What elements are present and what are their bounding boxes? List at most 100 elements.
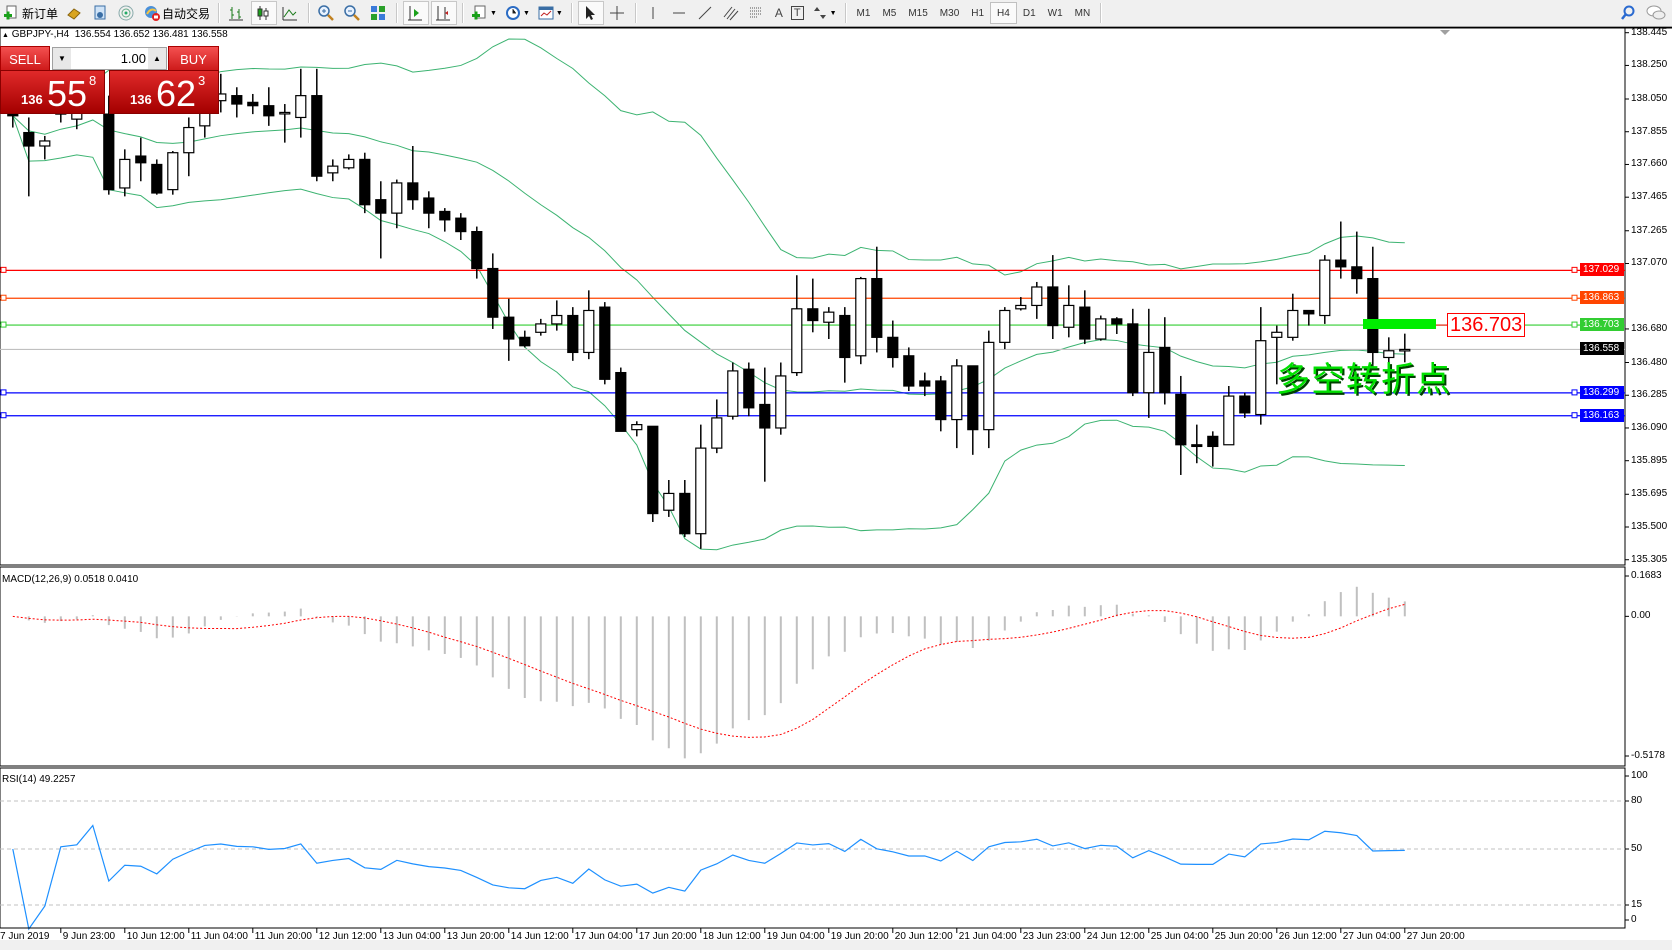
cursor-tool[interactable] [577, 1, 604, 25]
indicators-button[interactable]: ▼ [469, 2, 500, 24]
chart-shift-button[interactable] [431, 1, 458, 25]
lot-size-stepper[interactable]: ▼ 1.00 ▲ [52, 47, 167, 70]
sell-button[interactable]: SELL [0, 46, 50, 72]
market-watch-button[interactable] [63, 2, 87, 24]
text-label-tool[interactable]: T [788, 2, 807, 24]
zoom-in-button[interactable] [315, 2, 339, 24]
turning-point-rectangle[interactable] [1363, 319, 1436, 329]
fibonacci-icon [749, 5, 765, 21]
bearish-candle [103, 113, 115, 191]
bar-chart-button[interactable] [225, 2, 249, 24]
search-button[interactable] [1617, 2, 1641, 24]
chat-button[interactable] [1643, 2, 1671, 24]
timeframe-m30[interactable]: M30 [939, 7, 960, 19]
toolbar-separator [396, 3, 399, 23]
bullish-candle [295, 95, 307, 119]
time-tick-label: 12 Jun 12:00 [318, 931, 377, 942]
bearish-candle [919, 380, 931, 387]
buy-button[interactable]: BUY [168, 46, 219, 72]
zoom-out-icon [344, 5, 360, 21]
price-line-label: 136.558 [1580, 342, 1624, 356]
time-tick-label: 19 Jun 04:00 [766, 931, 825, 942]
bearish-candle [23, 131, 35, 147]
auto-trading-button[interactable]: 自动交易 [141, 2, 213, 24]
chart-shift-marker-icon [1440, 30, 1450, 35]
bullish-candle [791, 308, 803, 374]
toolbar-separator [462, 3, 465, 23]
templates-button[interactable]: ▼ [535, 2, 566, 24]
bullish-candle [1015, 304, 1027, 310]
crosshair-tool[interactable] [606, 2, 630, 24]
periods-button[interactable]: ▼ [502, 2, 533, 24]
bullish-candle [583, 309, 595, 354]
timeframe-bar: M1 M5 M15 M30 H1 H4 D1 W1 MN [851, 2, 1097, 24]
trendline-tool[interactable] [694, 2, 718, 24]
new-order-label: 新订单 [22, 6, 59, 21]
symbol-label: GBPJPY-,H4 [11, 29, 70, 40]
bearish-candle [887, 336, 899, 359]
fibonacci-tool[interactable] [746, 2, 770, 24]
zoom-out-button[interactable] [341, 2, 365, 24]
bearish-candle [151, 163, 163, 194]
timeframe-d1[interactable]: D1 [1022, 7, 1036, 19]
horizontal-line-icon [671, 5, 687, 21]
timeframe-mn[interactable]: MN [1074, 7, 1091, 19]
equidistant-channel-tool[interactable] [720, 2, 744, 24]
bearish-candle [231, 95, 243, 105]
new-order-button[interactable]: 新订单 [1, 2, 61, 24]
bearish-candle [135, 155, 147, 164]
dropdown-arrow-icon: ▼ [490, 9, 497, 17]
time-tick-label: 9 Jun 23:00 [62, 931, 116, 942]
horizontal-line-tool[interactable] [668, 2, 692, 24]
price-tick-label: 137.660 [1631, 158, 1668, 170]
timeframe-h4[interactable]: H4 [990, 2, 1017, 24]
vertical-line-tool[interactable] [642, 2, 666, 24]
sell-price-box[interactable]: 136 55 8 [0, 70, 105, 114]
time-tick-label: 17 Jun 04:00 [574, 931, 633, 942]
arrows-tool[interactable]: ▼ [809, 2, 840, 24]
rsi-tick-label: 100 [1631, 770, 1648, 781]
line-chart-button[interactable] [279, 2, 303, 24]
bearish-candle [1335, 259, 1347, 268]
line-handle-right [1571, 412, 1578, 419]
lot-decrease-button[interactable]: ▼ [53, 48, 71, 69]
timeframe-m15[interactable]: M15 [908, 7, 928, 19]
sell-price-main: 55 [47, 73, 88, 114]
data-window-button[interactable] [89, 2, 113, 24]
chart-canvas[interactable]: MACD(12,26,9) 0.0518 0.0410 RSI(14) 49.22… [0, 27, 1672, 940]
search-icon [1620, 5, 1636, 21]
bullish-candle [1399, 348, 1411, 352]
auto-scroll-button[interactable] [403, 1, 430, 25]
macd-tick-label: -0.5178 [1631, 750, 1665, 761]
text-tool[interactable]: A [772, 2, 786, 24]
new-order-icon [4, 5, 20, 21]
navigator-button[interactable] [115, 2, 139, 24]
price-tick-label: 136.090 [1631, 421, 1668, 433]
timeframe-h1[interactable]: H1 [971, 7, 985, 19]
turning-point-text[interactable]: 多空转折点 [1276, 360, 1451, 400]
timeframe-w1[interactable]: W1 [1047, 7, 1063, 19]
bearish-candle [807, 308, 819, 322]
signal-icon [118, 5, 134, 21]
timeframe-m5[interactable]: M5 [882, 7, 897, 19]
turning-point-price-label[interactable]: 136.703 [1447, 313, 1526, 337]
line-handle-right [1571, 294, 1578, 301]
candlestick-chart-button[interactable] [251, 1, 278, 25]
timeframe-m1[interactable]: M1 [856, 7, 871, 19]
bearish-candle [1239, 395, 1251, 414]
line-handle-left [0, 321, 7, 328]
bullish-candle [391, 182, 403, 214]
bearish-candle [1047, 286, 1059, 327]
lot-increase-button[interactable]: ▲ [148, 48, 166, 69]
dropdown-arrow-icon: ▼ [829, 9, 837, 17]
tile-windows-button[interactable] [367, 2, 391, 24]
open-value: 136.554 [74, 29, 111, 40]
buy-price-box[interactable]: 136 62 3 [109, 70, 219, 114]
price-line-label: 136.863 [1580, 291, 1624, 305]
lot-size-input[interactable]: 1.00 [120, 51, 146, 66]
bearish-candle [967, 365, 979, 431]
text-tool-label: A [774, 6, 783, 20]
collapse-arrow-icon[interactable]: ▲ [2, 32, 9, 39]
trendline-icon [697, 5, 713, 21]
price-line-label: 136.163 [1580, 408, 1624, 422]
